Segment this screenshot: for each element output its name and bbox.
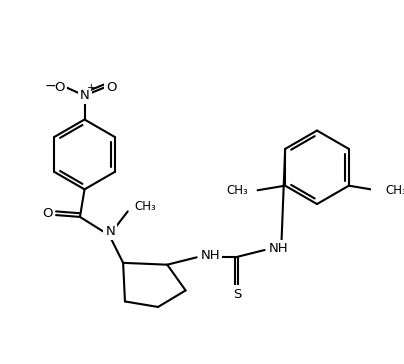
Text: −: − <box>45 79 56 92</box>
Text: O: O <box>106 81 116 94</box>
Text: CH₃: CH₃ <box>385 184 404 197</box>
Text: N: N <box>105 225 115 238</box>
Text: NH: NH <box>269 242 289 255</box>
Text: O: O <box>42 207 53 220</box>
Text: NH: NH <box>201 249 221 262</box>
Text: CH₃: CH₃ <box>227 184 248 197</box>
Text: +: + <box>86 83 95 93</box>
Text: N: N <box>80 89 89 102</box>
Text: S: S <box>233 288 241 301</box>
Text: O: O <box>55 81 65 94</box>
Text: CH₃: CH₃ <box>134 200 156 213</box>
